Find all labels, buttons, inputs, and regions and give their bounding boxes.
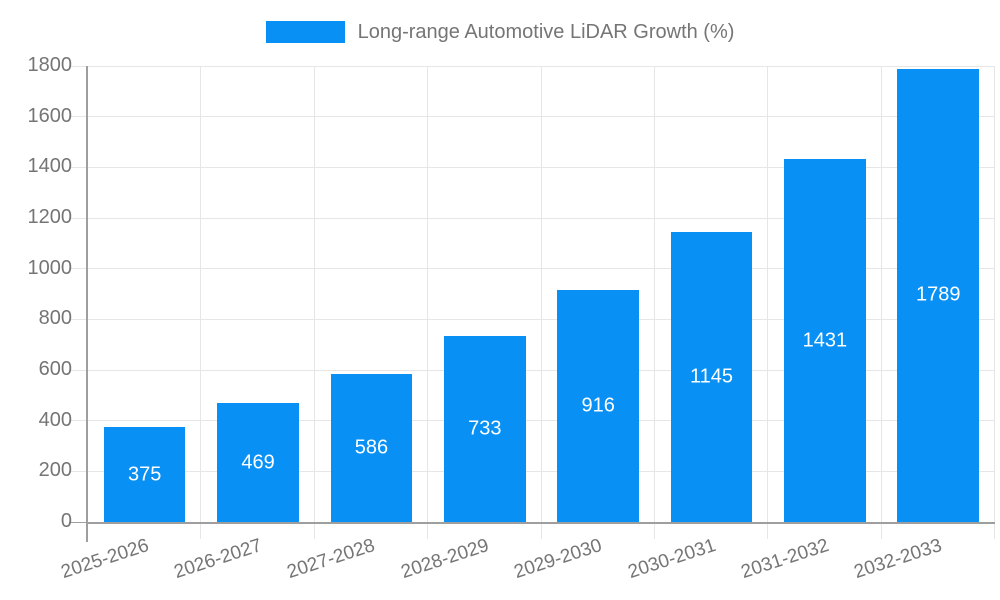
bar[interactable]: 1145 bbox=[670, 231, 753, 522]
chart-legend[interactable]: Long-range Automotive LiDAR Growth (%) bbox=[0, 21, 1000, 43]
x-axis-origin-tick bbox=[86, 524, 88, 542]
y-gridline bbox=[88, 166, 995, 168]
x-tick bbox=[767, 524, 769, 539]
bar-value-label: 1431 bbox=[802, 329, 848, 352]
y-axis-label: 1000 bbox=[27, 256, 73, 279]
y-tick bbox=[69, 166, 86, 168]
x-tick bbox=[540, 524, 542, 539]
bar-value-label: 375 bbox=[127, 463, 162, 485]
y-tick bbox=[69, 116, 86, 118]
y-axis-label: 1600 bbox=[27, 104, 73, 127]
y-tick bbox=[69, 470, 86, 472]
plot-area: 0 200 400 600 800 1000 1200 1400 1600 1800 375 2025… bbox=[28, 54, 995, 583]
bar[interactable]: 1789 bbox=[897, 68, 980, 522]
bar[interactable]: 375 bbox=[103, 427, 186, 522]
x-tick bbox=[200, 524, 202, 539]
y-gridline bbox=[88, 318, 995, 320]
bar-value-label: 916 bbox=[581, 394, 615, 417]
y-tick bbox=[69, 369, 86, 371]
bar-value-label: 733 bbox=[468, 417, 502, 440]
x-tick bbox=[653, 524, 655, 539]
x-gridline bbox=[994, 66, 995, 522]
bar[interactable]: 469 bbox=[217, 403, 299, 522]
y-axis-label: 800 bbox=[38, 307, 72, 330]
y-gridline bbox=[88, 470, 995, 472]
y-tick bbox=[69, 420, 86, 422]
y-tick bbox=[69, 521, 86, 523]
y-tick bbox=[69, 268, 86, 270]
y-tick bbox=[69, 217, 86, 219]
y-gridline bbox=[88, 268, 995, 270]
bar-value-label: 586 bbox=[354, 436, 389, 459]
y-tick bbox=[69, 65, 86, 67]
bar[interactable]: 586 bbox=[330, 373, 413, 522]
x-tick bbox=[880, 524, 882, 539]
x-gridline bbox=[653, 66, 655, 522]
x-gridline bbox=[880, 66, 882, 522]
y-axis-label: 400 bbox=[38, 408, 72, 431]
y-axis-label: 200 bbox=[38, 459, 72, 482]
x-gridline bbox=[767, 66, 769, 522]
y-axis-label: 600 bbox=[38, 358, 72, 381]
bar-value-label: 469 bbox=[241, 451, 275, 474]
x-gridline bbox=[540, 66, 542, 522]
y-axis-label: 1800 bbox=[27, 54, 73, 77]
legend-label: Long-range Automotive LiDAR Growth (%) bbox=[357, 21, 735, 43]
x-tick bbox=[427, 524, 429, 539]
bar-value-label: 1789 bbox=[916, 283, 961, 306]
y-gridline bbox=[88, 65, 995, 67]
y-gridline bbox=[88, 369, 995, 371]
x-tick bbox=[313, 524, 315, 539]
y-axis-label: 1200 bbox=[27, 206, 73, 229]
legend-swatch bbox=[265, 21, 345, 43]
x-gridline bbox=[200, 66, 202, 522]
y-tick bbox=[69, 318, 86, 320]
bar[interactable]: 733 bbox=[443, 336, 526, 522]
x-gridline bbox=[427, 66, 429, 522]
y-axis-label: 1400 bbox=[27, 155, 73, 178]
y-axis-label: 0 bbox=[60, 510, 72, 533]
bar[interactable]: 1431 bbox=[784, 159, 866, 522]
x-tick bbox=[994, 524, 995, 539]
y-gridline bbox=[88, 116, 995, 118]
y-gridline bbox=[88, 217, 995, 219]
bar[interactable]: 916 bbox=[557, 289, 639, 522]
x-gridline bbox=[313, 66, 315, 522]
y-gridline bbox=[88, 420, 995, 422]
bar-value-label: 1145 bbox=[690, 365, 734, 388]
